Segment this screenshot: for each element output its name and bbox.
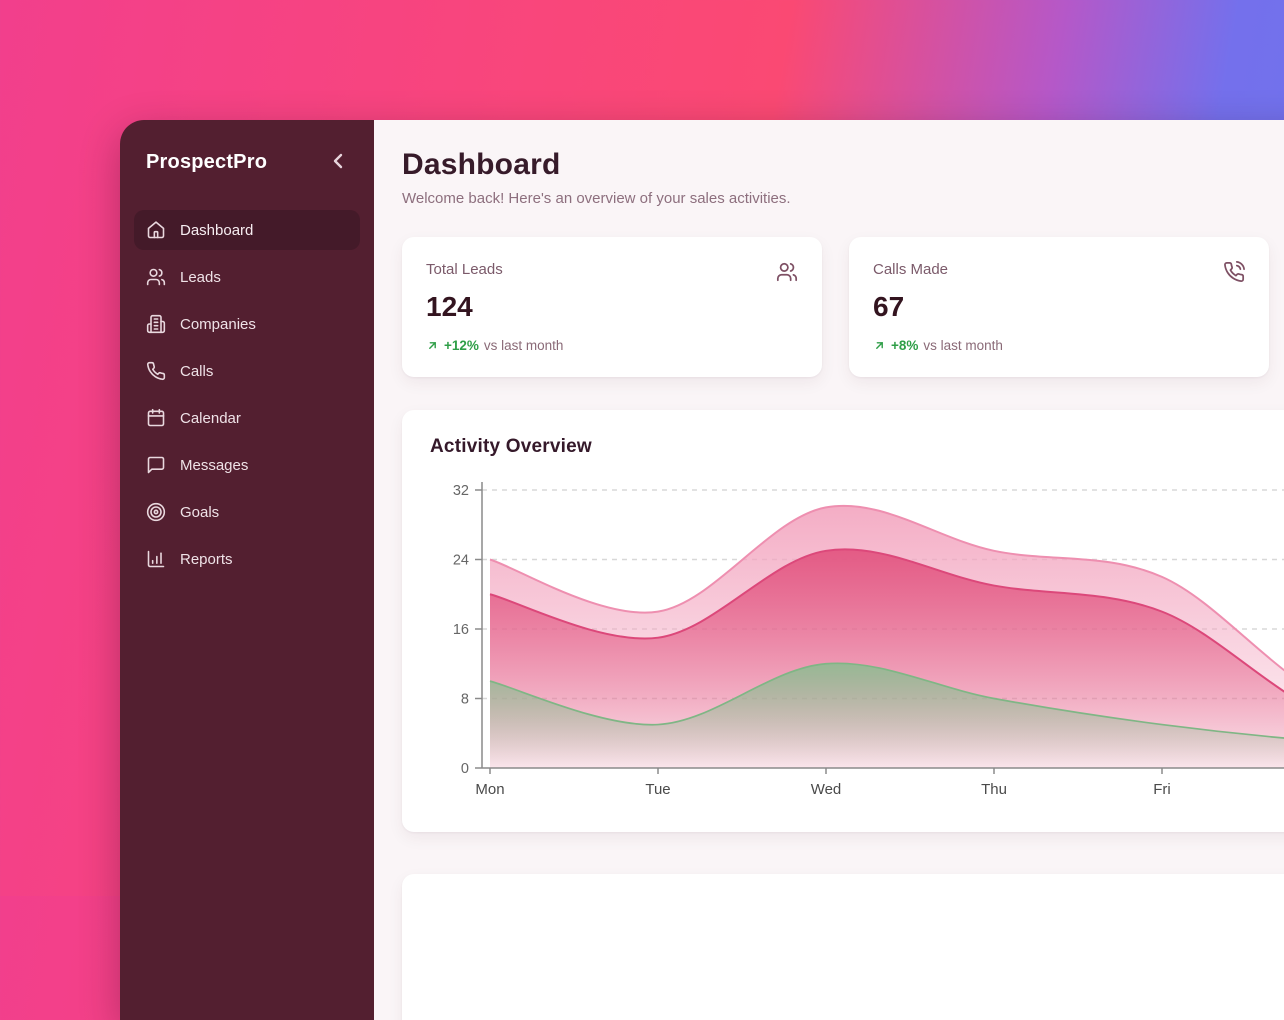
svg-text:0: 0: [461, 761, 469, 777]
sidebar-item-label: Calendar: [180, 409, 241, 427]
collapse-sidebar-button[interactable]: [326, 150, 350, 174]
sidebar-nav: Dashboard Leads Companies Calls: [134, 210, 360, 579]
sidebar-item-label: Companies: [180, 315, 256, 333]
phone-call-icon: [1223, 261, 1245, 283]
sidebar-item-label: Calls: [180, 362, 214, 380]
svg-text:8: 8: [461, 692, 469, 708]
app-window: ProspectPro Dashboard Leads: [120, 120, 1284, 1020]
main-content: Dashboard Welcome back! Here's an overvi…: [374, 120, 1284, 1020]
message-square-icon: [146, 455, 166, 475]
chart-title: Activity Overview: [430, 436, 592, 457]
page-title: Dashboard: [402, 148, 561, 181]
phone-icon: [146, 361, 166, 381]
svg-text:16: 16: [453, 622, 469, 638]
bar-chart-icon: [146, 549, 166, 569]
sidebar-item-dashboard[interactable]: Dashboard: [134, 210, 360, 250]
activity-chart: 08162432MonTueWedThuFriSatSun: [453, 482, 1284, 798]
page-subtitle: Welcome back! Here's an overview of your…: [402, 190, 791, 207]
calendar-icon: [146, 408, 166, 428]
svg-text:32: 32: [453, 483, 469, 499]
sidebar-item-label: Messages: [180, 456, 249, 474]
trend-note: vs last month: [483, 338, 564, 353]
activity-chart-area: 08162432MonTueWedThuFriSatSun: [430, 470, 1284, 802]
svg-text:Thu: Thu: [981, 781, 1007, 798]
trend-up-icon: [426, 339, 439, 352]
sidebar-item-reports[interactable]: Reports: [134, 539, 360, 579]
trend-note: vs last month: [923, 338, 1003, 353]
sidebar-item-companies[interactable]: Companies: [134, 304, 360, 344]
sidebar-item-leads[interactable]: Leads: [134, 257, 360, 297]
users-icon: [146, 267, 166, 287]
stat-card-calls-made: Calls Made 67 +8% vs last month: [849, 237, 1269, 377]
trend-percent: +8%: [891, 338, 919, 353]
stat-value: 67: [873, 291, 905, 322]
sidebar-item-label: Reports: [180, 550, 233, 568]
activity-overview-card: Activity Overview 0 8 16 24 32 Mon Tue Wed Thu Fr…: [402, 410, 1284, 832]
sidebar-item-messages[interactable]: Messages: [134, 445, 360, 485]
svg-text:Tue: Tue: [645, 781, 670, 798]
sidebar-item-calls[interactable]: Calls: [134, 351, 360, 391]
users-icon: [776, 261, 798, 283]
svg-text:Fri: Fri: [1153, 781, 1171, 798]
stat-value: 124: [426, 291, 473, 322]
sidebar-item-label: Goals: [180, 503, 220, 521]
app-logo: ProspectPro: [146, 150, 268, 173]
sidebar-item-label: Dashboard: [180, 221, 254, 239]
target-icon: [146, 502, 166, 522]
sidebar-header: ProspectPro: [134, 142, 360, 180]
stats-row: Total Leads 124 +12% vs last month Calls: [402, 237, 1284, 377]
sidebar-item-goals[interactable]: Goals: [134, 492, 360, 532]
home-icon: [146, 220, 166, 240]
sidebar-item-label: Leads: [180, 268, 221, 286]
stat-card-total-leads: Total Leads 124 +12% vs last month: [402, 237, 822, 377]
svg-text:Mon: Mon: [475, 781, 504, 798]
sidebar-item-calendar[interactable]: Calendar: [134, 398, 360, 438]
trend-up-icon: [873, 339, 886, 352]
svg-text:Wed: Wed: [811, 781, 842, 798]
sidebar: ProspectPro Dashboard Leads: [120, 120, 374, 1020]
trend-percent: +12%: [444, 338, 479, 353]
svg-text:24: 24: [453, 553, 469, 569]
stat-label: Total Leads: [426, 261, 503, 278]
building-icon: [146, 314, 166, 334]
chevron-left-icon: [326, 149, 350, 176]
stat-label: Calls Made: [873, 261, 949, 278]
